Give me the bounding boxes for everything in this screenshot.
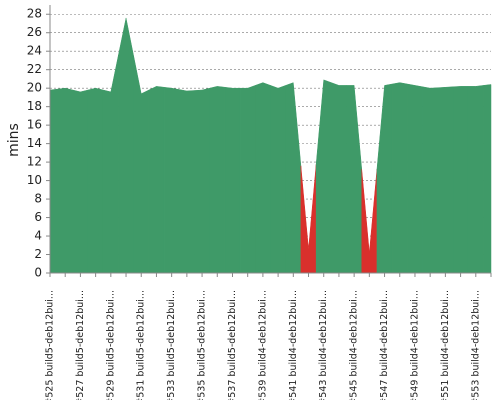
area-segment — [148, 86, 165, 274]
y-tick-label: 4 — [34, 229, 42, 243]
x-tick-label: #547 build4-deb12bui... — [379, 290, 390, 400]
x-tick-label: #541 build4-deb12bui... — [288, 290, 299, 400]
area-segment — [361, 169, 378, 274]
area-segment — [483, 84, 492, 274]
y-tick-label: 24 — [27, 44, 42, 58]
y-tick-label: 14 — [27, 136, 42, 150]
y-tick-label: 2 — [34, 247, 42, 261]
x-tick-label: #551 build4-deb12bui... — [440, 290, 451, 400]
area-segment — [102, 54, 119, 274]
y-tick-label: 0 — [34, 266, 42, 280]
x-tick-label: #545 build4-deb12bui... — [349, 290, 360, 400]
area-segment — [118, 17, 134, 274]
y-tick-label: 18 — [27, 99, 42, 113]
area-segment — [331, 82, 347, 274]
area-segment — [194, 87, 210, 274]
area-segment — [239, 85, 256, 274]
y-tick-label: 20 — [27, 81, 42, 95]
area-segment — [179, 89, 195, 274]
x-tick-label: #549 build4-deb12bui... — [409, 290, 420, 400]
area-segment — [163, 86, 180, 274]
area-segment — [391, 82, 408, 274]
x-tick-label: #543 build4-deb12bui... — [318, 290, 329, 400]
y-tick-label: 12 — [27, 155, 42, 169]
area-segment — [209, 86, 226, 274]
x-tick-label: #533 build5-deb12bui... — [166, 290, 177, 400]
y-tick-label: 26 — [27, 25, 42, 39]
area-segment — [437, 86, 454, 274]
area-segment — [467, 85, 484, 274]
x-tick-label: #525 build5-deb12bui... — [45, 290, 56, 400]
area-segment — [57, 87, 74, 274]
area-segment — [72, 89, 89, 274]
area-segment — [346, 85, 362, 274]
area-segment — [224, 86, 241, 274]
x-tick-label: #527 build5-deb12bui... — [75, 290, 86, 400]
area-segment — [407, 83, 423, 274]
y-tick-label: 10 — [27, 173, 42, 187]
y-axis-label: mins — [6, 123, 22, 157]
area-segment — [49, 88, 58, 274]
x-tick-label: #537 build5-deb12bui... — [227, 290, 238, 400]
area-segment — [376, 83, 393, 274]
y-tick-label: 8 — [34, 192, 42, 206]
x-tick-label: #529 build5-deb12bui... — [105, 290, 116, 400]
area-segment — [452, 86, 469, 274]
area-segment — [87, 87, 104, 274]
area-segment — [285, 82, 302, 274]
area-segment — [315, 79, 332, 274]
y-tick-label: 16 — [27, 118, 42, 132]
x-tick-label: #535 build5-deb12bui... — [197, 290, 208, 400]
area-segment — [270, 85, 286, 274]
area-segment — [255, 82, 271, 274]
x-tick-label: #531 build5-deb12bui... — [136, 290, 147, 400]
area-segment — [422, 86, 439, 274]
y-tick-label: 28 — [27, 7, 42, 21]
y-tick-label: 6 — [34, 210, 42, 224]
x-tick-label: #539 build4-deb12bui... — [257, 290, 268, 400]
x-tick-label: #553 build4-deb12bui... — [470, 290, 481, 400]
y-tick-label: 22 — [27, 62, 42, 76]
